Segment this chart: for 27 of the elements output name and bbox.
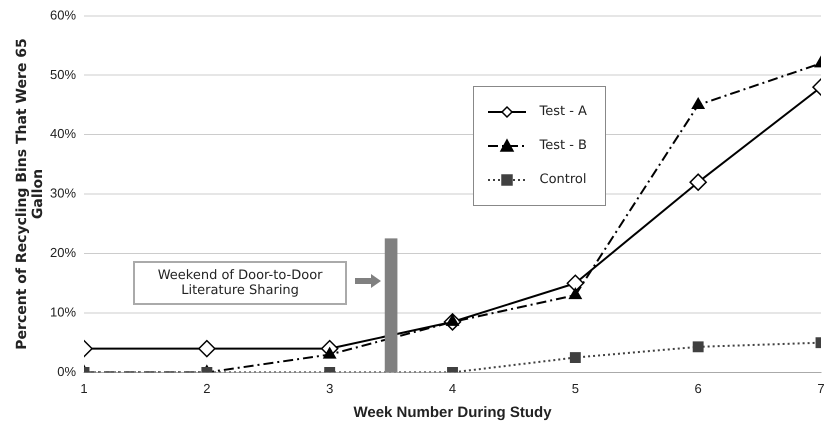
y-tick-label: 0% — [57, 364, 76, 379]
point — [568, 288, 582, 300]
x-tick-label: 1 — [80, 380, 88, 396]
legend-label: Control — [540, 172, 586, 188]
point — [689, 173, 707, 191]
annotation: Weekend of Door-to-Door Literature Sharing — [133, 261, 348, 306]
y-axis-title: Percent of Recycling Bins That Were 65 Gallon — [14, 37, 46, 352]
legend-label: Test - B — [540, 138, 587, 154]
y-tick-label: 60% — [50, 7, 76, 22]
x-tick-label: 2 — [203, 380, 210, 396]
point — [566, 274, 584, 292]
point — [692, 341, 704, 352]
x-axis-title: Week Number During Study — [353, 404, 552, 422]
legend-label: Test - A — [540, 104, 587, 120]
point — [198, 340, 216, 358]
y-tick-label: 30% — [50, 186, 76, 201]
point — [570, 352, 581, 363]
point — [692, 97, 705, 109]
y-tick-label: 20% — [50, 245, 76, 260]
x-tick-label: 6 — [694, 380, 702, 396]
y-tick-label: 50% — [50, 66, 76, 82]
y-tick-label: 40% — [50, 126, 76, 142]
y-tick-label: 10% — [50, 304, 76, 320]
x-tick-label: 3 — [326, 380, 334, 396]
x-tick-label: 7 — [817, 380, 825, 396]
x-tick-label: 5 — [572, 380, 579, 396]
x-tick-label: 4 — [448, 380, 456, 396]
